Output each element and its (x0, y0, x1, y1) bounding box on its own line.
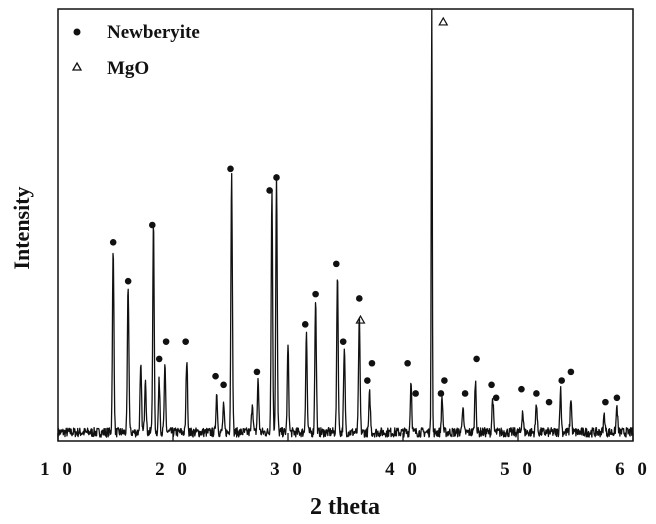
plot-border (57, 8, 634, 442)
newberyite-marker (364, 377, 371, 384)
newberyite-marker (333, 260, 340, 268)
newberyite-marker (602, 398, 609, 406)
newberyite-marker (273, 174, 280, 181)
x-axis-ticks (57, 433, 634, 441)
newberyite-marker (473, 355, 480, 363)
newberyite-marker (155, 355, 163, 363)
newberyite-marker (437, 390, 445, 397)
x-tick-label: 6 0 (615, 459, 651, 480)
x-axis-tick-labels: 1 0 2 0 3 0 4 0 5 0 6 0 (40, 459, 651, 480)
newberyite-marker (492, 394, 500, 402)
newberyite-marker (162, 338, 170, 345)
legend-mgo-label: MgO (107, 58, 149, 79)
newberyite-marker (488, 381, 495, 389)
newberyite-marker (558, 377, 565, 384)
newberyite-marker (266, 187, 273, 194)
newberyite-marker (220, 381, 227, 389)
newberyite-marker (149, 221, 156, 229)
newberyite-marker (227, 165, 234, 173)
newberyite-marker (312, 290, 319, 298)
x-tick-label: 3 0 (270, 459, 306, 480)
newberyite-marker (441, 377, 448, 384)
x-tick-label: 1 0 (40, 459, 76, 480)
legend-newberyite-marker (73, 28, 81, 36)
newberyite-marker (182, 338, 189, 345)
x-tick-label: 2 0 (155, 459, 191, 480)
newberyite-marker (461, 390, 469, 397)
mgo-marker (438, 16, 449, 26)
y-axis-title: Intensity (9, 186, 34, 269)
legend-mgo-marker (71, 61, 83, 71)
newberyite-marker (613, 394, 621, 402)
newberyite-marker (533, 390, 540, 397)
newberyite-marker (545, 398, 553, 406)
plot-frame (57, 8, 634, 442)
phase-markers (109, 16, 621, 406)
newberyite-marker (253, 368, 261, 376)
newberyite-marker (212, 372, 219, 380)
legend-newberyite-label: Newberyite (107, 22, 200, 43)
newberyite-marker (124, 277, 132, 285)
newberyite-marker (109, 238, 117, 246)
newberyite-marker (301, 321, 309, 328)
mgo-marker (355, 314, 366, 324)
x-tick-label: 5 0 (500, 459, 536, 480)
legend: Newberyite MgO (71, 22, 200, 79)
newberyite-marker (567, 368, 575, 376)
newberyite-marker (518, 385, 525, 393)
newberyite-marker (339, 338, 347, 345)
newberyite-marker (404, 359, 411, 367)
newberyite-marker (412, 390, 419, 397)
x-tick-label: 4 0 (385, 459, 421, 480)
x-axis-title: 2 theta (310, 494, 380, 520)
newberyite-marker (368, 359, 376, 367)
newberyite-marker (356, 295, 363, 302)
xrd-pattern-line (57, 8, 634, 438)
